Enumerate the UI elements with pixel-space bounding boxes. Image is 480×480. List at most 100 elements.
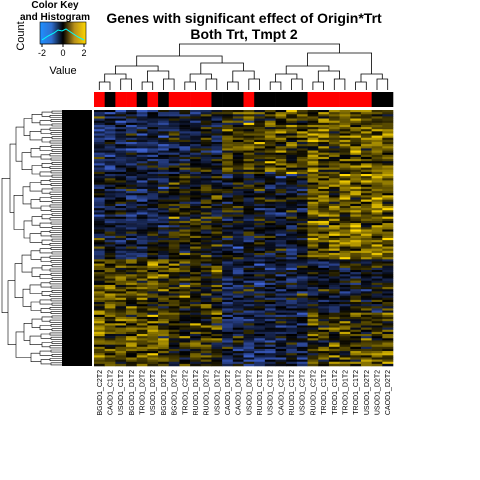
heatmap-cell [360,199,372,203]
heatmap-cell [126,188,138,192]
heatmap-cell [136,355,148,358]
heatmap-cell [264,120,276,124]
heatmap-cell [200,297,212,301]
heatmap-cell [264,116,276,119]
heatmap-cell [318,214,330,217]
heatmap-cell [222,231,234,235]
heatmap-cell [222,197,234,200]
heatmap-cell [222,252,234,256]
heatmap-cell [307,319,319,322]
heatmap-cell [296,150,308,153]
heatmap-cell [211,255,223,258]
heatmap-cell [254,193,266,196]
heatmap-cell [371,116,383,119]
heatmap-cell [286,302,298,305]
heatmap-cell [168,133,180,136]
heatmap-cell [158,235,170,239]
heatmap-cell [115,346,127,350]
heatmap-cell [296,312,308,316]
heatmap-cell [136,321,148,324]
heatmap-cell [382,159,394,162]
heatmap-cell [350,257,362,260]
heatmap-cell [126,353,138,356]
heatmap-cell [243,295,255,299]
heatmap-cell [147,308,159,311]
heatmap-cell [350,331,362,335]
heatmap-cell [350,199,362,203]
heatmap-cell [264,242,276,245]
heatmap-cell [115,188,127,192]
heatmap-cell [307,263,319,267]
heatmap-cell [339,114,351,117]
heatmap-cell [190,267,202,271]
heatmap-cell [222,223,234,226]
heatmap-cell [104,188,116,192]
heatmap-cell [94,188,105,192]
heatmap-cell [211,186,223,190]
heatmap-cell [126,171,138,175]
heatmap-cell [94,120,105,124]
heatmap-cell [168,229,180,232]
heatmap-cell [211,329,223,333]
heatmap-cell [168,329,180,333]
heatmap-cell [360,216,372,220]
heatmap-cell [254,176,266,179]
heatmap-cell [94,263,105,267]
heatmap-cell [232,334,244,337]
heatmap-cell [350,227,362,230]
heatmap-cell [328,120,340,124]
heatmap-cell [371,197,383,200]
heatmap-cell [264,293,276,296]
heatmap-cell [126,287,138,290]
heatmap-cell [126,246,138,249]
heatmap-cell [382,216,394,220]
heatmap-cell [211,276,223,279]
heatmap-cell [126,319,138,322]
heatmap-cell [222,122,234,126]
heatmap-cell [126,152,138,156]
column-label: USOD1_C1T2 [118,370,125,415]
heatmap-cell [382,272,394,275]
heatmap-cell [296,346,308,350]
heatmap-cell [254,165,266,168]
heatmap-cell [328,114,340,117]
heatmap-cell [243,308,255,311]
column-label: TROD1_C1T2 [332,370,339,415]
heatmap-cell [254,319,266,322]
heatmap-cell [136,340,148,343]
heatmap-cell [243,346,255,350]
heatmap-cell [382,297,394,301]
heatmap-cell [168,218,180,222]
heatmap-cell [211,142,223,145]
heatmap-cell [211,171,223,175]
heatmap-cell [318,142,330,145]
heatmap-cell [232,212,244,215]
heatmap-cell [222,169,234,173]
heatmap-cell [243,182,255,185]
heatmap-cell [179,186,191,190]
heatmap-cell [211,302,223,305]
heatmap-cell [115,229,127,232]
heatmap-cell [200,319,212,322]
heatmap-cell [104,336,116,339]
heatmap-cell [382,280,394,284]
heatmap-cell [254,248,266,252]
heatmap-cell [264,199,276,203]
heatmap-cell [136,342,148,345]
heatmap-cell [318,137,330,141]
heatmap-cell [296,336,308,339]
heatmap-cell [307,278,319,281]
heatmap-cell [350,208,362,211]
heatmap-cell [360,110,372,113]
heatmap-cell [104,152,116,156]
heatmap-cell [339,195,351,198]
heatmap-cell [136,289,148,292]
heatmap-cell [158,353,170,356]
heatmap-cell [222,287,234,290]
heatmap-cell [94,270,105,273]
heatmap-cell [126,112,138,115]
heatmap-cell [211,310,223,313]
heatmap-cell [254,163,266,166]
heatmap-cell [200,248,212,252]
